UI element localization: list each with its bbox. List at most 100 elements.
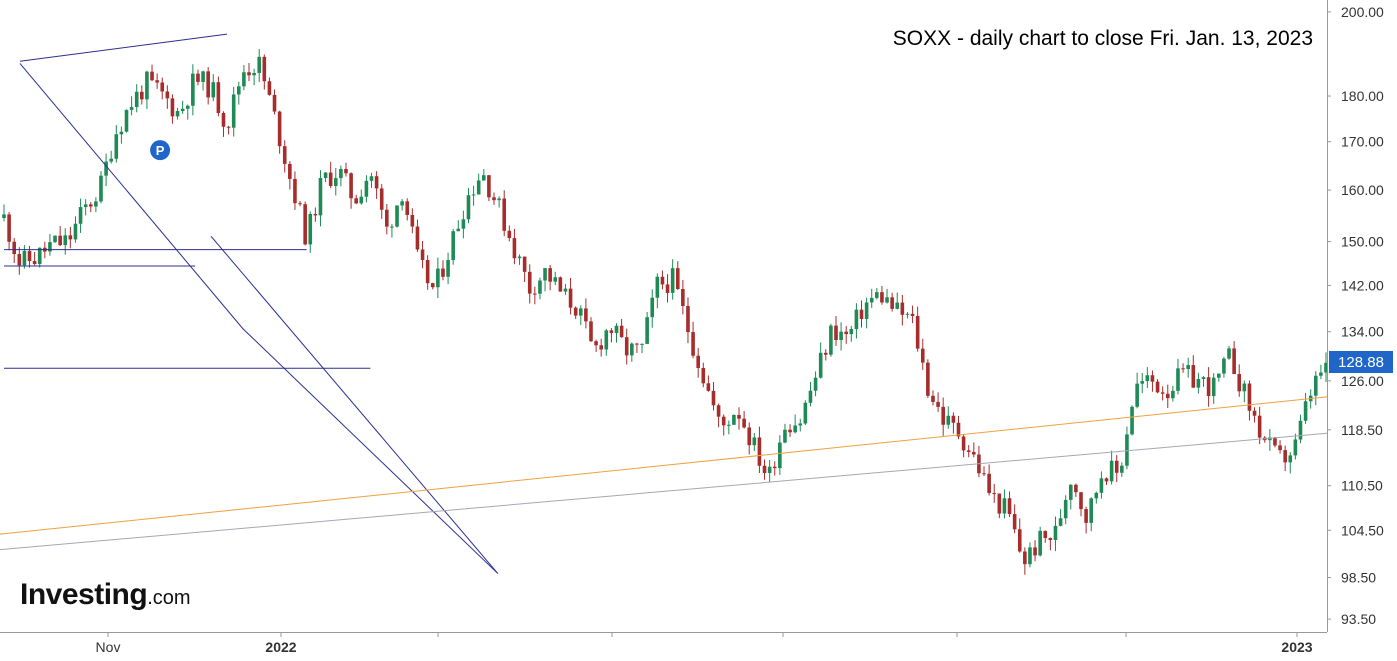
candle-body-down bbox=[150, 71, 154, 81]
candle-body-down bbox=[594, 341, 598, 346]
candle-body-down bbox=[997, 493, 1002, 514]
candle-body-down bbox=[1043, 530, 1048, 538]
candle-body-up bbox=[456, 228, 461, 232]
candle-body-up bbox=[134, 91, 139, 108]
candle-body-down bbox=[512, 238, 517, 259]
candle-body-down bbox=[425, 260, 430, 284]
candle-body-up bbox=[2, 214, 6, 219]
y-tick-label: 93.50 bbox=[1341, 611, 1376, 627]
candle-body-up bbox=[242, 72, 246, 87]
candle-body-down bbox=[609, 330, 614, 333]
candle-body-up bbox=[114, 134, 119, 159]
chart-title: SOXX - daily chart to close Fri. Jan. 13… bbox=[893, 27, 1313, 50]
candle-body-down bbox=[961, 436, 966, 451]
candle-body-down bbox=[27, 250, 32, 262]
candle-body-down bbox=[910, 313, 915, 316]
candle-body-down bbox=[1206, 377, 1211, 397]
candle-body-down bbox=[328, 172, 333, 186]
y-tick-label: 150.00 bbox=[1341, 234, 1384, 250]
candle-body-down bbox=[385, 209, 389, 227]
candle-body-up bbox=[1120, 465, 1124, 473]
candle-body-down bbox=[982, 473, 986, 475]
candle-body-up bbox=[1222, 358, 1226, 374]
axes-group bbox=[0, 0, 1328, 633]
candle-body-down bbox=[487, 175, 491, 198]
candle-body-down bbox=[823, 352, 828, 355]
candle-body-up bbox=[538, 280, 542, 294]
candle-body-up bbox=[1288, 455, 1293, 463]
candle-body-up bbox=[767, 466, 772, 474]
candle-body-up bbox=[946, 415, 951, 425]
candle-body-down bbox=[298, 203, 302, 205]
x-ticks-group: Nov 2022 2023 bbox=[96, 632, 1313, 655]
descending-channel-lower-line bbox=[210, 235, 499, 574]
candle-body-up bbox=[400, 201, 404, 206]
candle-body-down bbox=[277, 111, 282, 147]
candle-body-down bbox=[941, 406, 945, 425]
candle-body-down bbox=[681, 288, 685, 307]
candle-body-up bbox=[201, 71, 205, 82]
y-tick-label: 200.00 bbox=[1341, 4, 1384, 20]
candle-body-up bbox=[451, 231, 455, 261]
candle-body-down bbox=[420, 249, 425, 261]
y-tick-label: 142.00 bbox=[1341, 277, 1384, 293]
candle-body-up bbox=[333, 178, 338, 186]
candle-body-down bbox=[665, 284, 670, 293]
candle-body-down bbox=[379, 188, 384, 210]
candle-body-up bbox=[803, 402, 808, 424]
candle-body-up bbox=[1002, 498, 1007, 514]
candle-body-up bbox=[22, 250, 27, 266]
y-tick-label: 118.50 bbox=[1341, 422, 1383, 438]
candle-body-up bbox=[73, 223, 78, 240]
candle-body-down bbox=[716, 405, 721, 417]
marker-circle bbox=[150, 140, 171, 161]
y-tick-label: 180.00 bbox=[1341, 88, 1384, 104]
candle-body-up bbox=[1324, 362, 1328, 373]
candle-body-down bbox=[282, 146, 287, 164]
candle-body-up bbox=[727, 424, 731, 426]
candle-body-up bbox=[655, 276, 660, 298]
candle-body-up bbox=[395, 205, 399, 227]
candle-body-down bbox=[936, 401, 940, 407]
candle-body-down bbox=[742, 418, 746, 428]
candle-body-down bbox=[599, 345, 603, 350]
candle-body-down bbox=[890, 297, 894, 309]
candle-body-up bbox=[390, 226, 394, 228]
candle-body-down bbox=[844, 331, 849, 335]
candle-body-down bbox=[1160, 392, 1165, 394]
y-tick-label: 126.00 bbox=[1341, 373, 1384, 389]
candle-body-down bbox=[1283, 450, 1287, 463]
candle-body-down bbox=[747, 427, 752, 446]
candle-body-down bbox=[216, 82, 221, 113]
candle-body-down bbox=[140, 91, 144, 100]
x-tick-label: Nov bbox=[96, 639, 121, 655]
candle-body-down bbox=[915, 315, 920, 349]
y-tick-label: 104.50 bbox=[1341, 522, 1384, 538]
candle-body-up bbox=[124, 109, 129, 132]
candle-body-down bbox=[17, 254, 22, 266]
y-tick-label: 160.00 bbox=[1341, 182, 1384, 198]
candle-body-down bbox=[507, 230, 512, 239]
candle-body-down bbox=[1033, 547, 1037, 556]
candle-body-down bbox=[344, 168, 348, 174]
candle-body-up bbox=[359, 196, 364, 204]
candle-body-up bbox=[83, 204, 88, 208]
candle-body-up bbox=[1293, 439, 1298, 456]
candle-body-down bbox=[196, 73, 200, 82]
candle-body-down bbox=[737, 414, 741, 419]
candle-body-down bbox=[931, 395, 935, 402]
candle-body-down bbox=[58, 235, 62, 246]
candle-body-up bbox=[252, 72, 256, 76]
candle-body-down bbox=[675, 268, 680, 289]
candle-body-up bbox=[1201, 377, 1206, 380]
candle-body-up bbox=[630, 343, 634, 356]
candles-group bbox=[2, 49, 1328, 575]
candle-body-up bbox=[864, 302, 869, 319]
candle-body-down bbox=[415, 226, 420, 250]
candle-body-down bbox=[1257, 415, 1262, 438]
candle-body-up bbox=[109, 158, 113, 162]
candle-body-up bbox=[1063, 499, 1068, 519]
candle-body-down bbox=[1252, 410, 1257, 416]
candle-body-down bbox=[900, 302, 905, 315]
candle-body-up bbox=[839, 331, 843, 341]
